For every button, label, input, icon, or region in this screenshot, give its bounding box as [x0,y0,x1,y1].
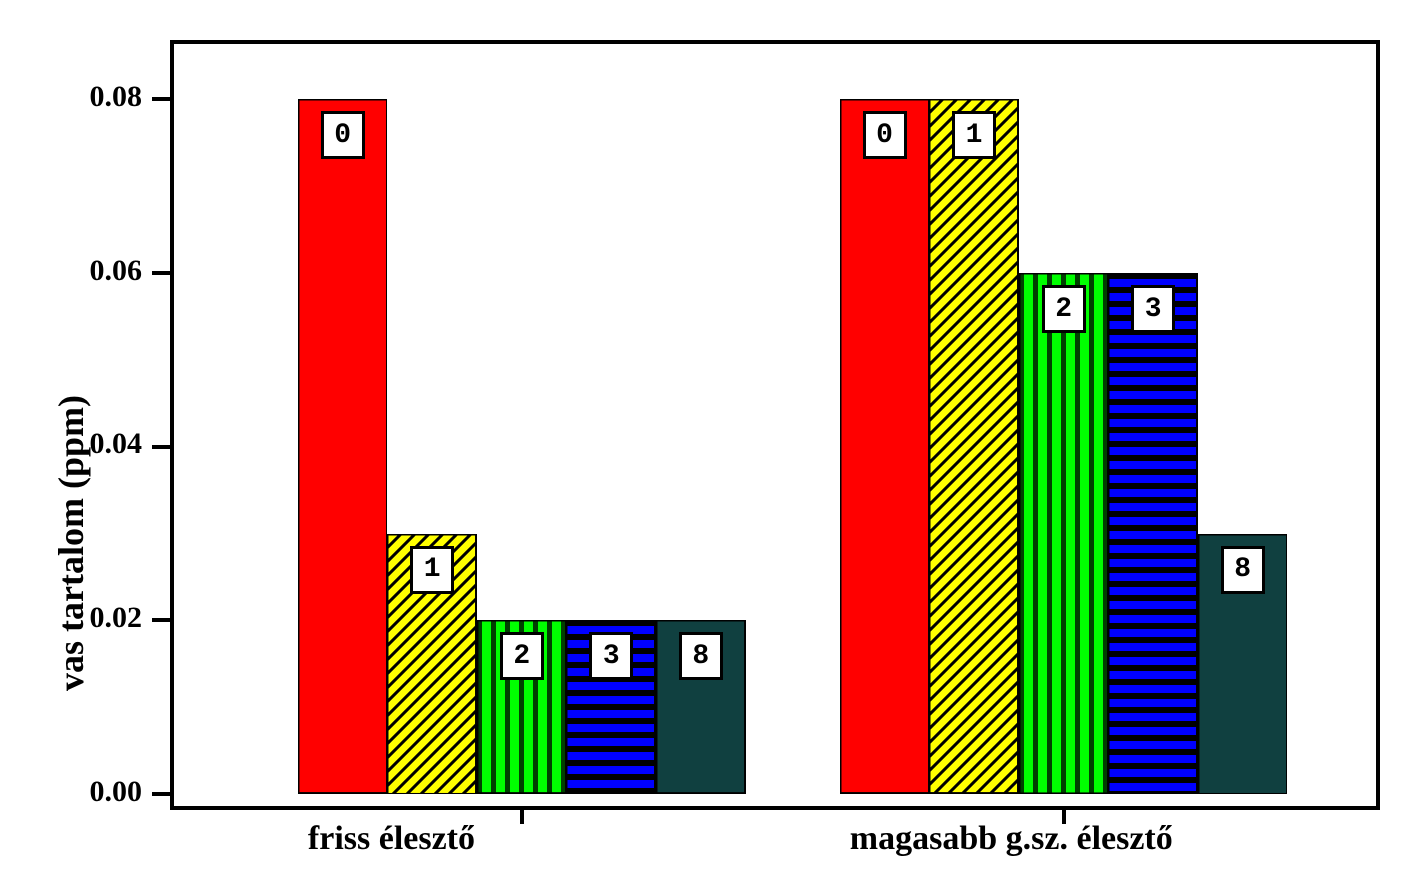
bar-label-group1-s3: 3 [1131,285,1175,333]
y-axis-label: vas tartalom (ppm) [50,395,92,691]
bar-group1-s2 [1019,273,1109,794]
bar-label-group0-s3: 3 [589,632,633,680]
y-tick-label: 0.06 [0,254,142,288]
y-tick-mark [152,445,170,449]
bar-label-group0-s1: 1 [410,546,454,594]
bar-group1-s1 [929,99,1019,794]
y-tick-mark [152,97,170,101]
bar-label-group0-s0: 0 [321,111,365,159]
x-group-label-0: friss élesztő [308,820,475,858]
bar-label-group0-s2: 2 [500,632,544,680]
y-tick-mark [152,792,170,796]
bar-label-group1-s1: 1 [952,111,996,159]
bar-group1-s0 [840,99,930,794]
bar-group0-s0 [298,99,388,794]
bar-label-group1-s8: 8 [1221,546,1265,594]
y-tick-label: 0.08 [0,80,142,114]
bar-label-group0-s8: 8 [679,632,723,680]
x-group-label-1: magasabb g.sz. élesztő [850,820,1173,858]
bar-label-group1-s0: 0 [863,111,907,159]
y-tick-mark [152,618,170,622]
bar-label-group1-s2: 2 [1042,285,1086,333]
y-tick-label: 0.00 [0,775,142,809]
bar-group1-s3 [1108,273,1198,794]
y-tick-mark [152,271,170,275]
x-tick-mark [520,810,524,824]
x-tick-mark [1062,810,1066,824]
